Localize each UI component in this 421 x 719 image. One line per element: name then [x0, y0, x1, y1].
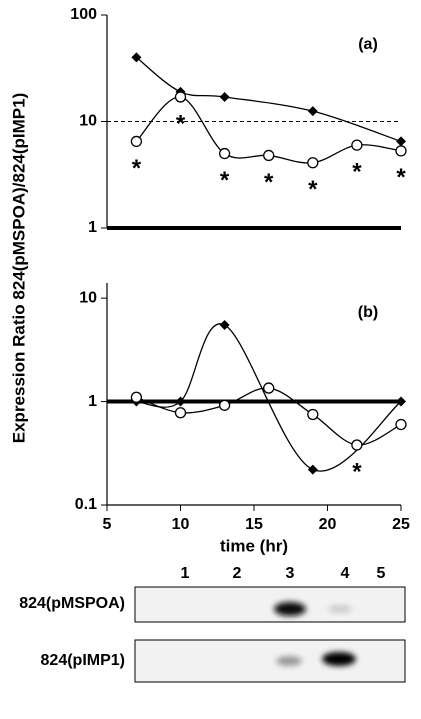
gel-band: [276, 656, 302, 666]
x-tick-label: 25: [392, 516, 410, 533]
y-tick-label: 1: [88, 393, 97, 410]
x-tick-label: 20: [319, 516, 337, 533]
y-tick-label: 10: [79, 113, 97, 130]
x-axis-label: time (hr): [220, 536, 288, 555]
marker-circle: [395, 418, 407, 431]
series-line: [136, 323, 402, 472]
y-tick-label: 1: [88, 219, 97, 236]
marker-diamond: [396, 136, 406, 147]
gel-row-box: [134, 639, 406, 683]
significance-mark: *: [308, 176, 318, 203]
significance-mark: *: [220, 167, 230, 194]
lane-label: 4: [341, 565, 350, 582]
marker-circle: [307, 157, 319, 169]
x-tick-label: 15: [245, 516, 263, 533]
significance-mark: *: [396, 164, 406, 191]
significance-mark: *: [176, 110, 186, 137]
marker-circle: [218, 399, 231, 411]
marker-diamond: [175, 396, 186, 407]
marker-circle: [218, 147, 231, 160]
lane-label: 2: [233, 565, 242, 582]
significance-mark: *: [264, 169, 274, 196]
marker-diamond: [219, 91, 230, 102]
series-line: [136, 387, 402, 446]
marker-circle: [130, 391, 143, 403]
lane-label: 1: [181, 565, 190, 582]
marker-circle: [395, 145, 407, 157]
gel-band: [322, 652, 356, 666]
significance-mark: *: [132, 155, 142, 182]
marker-circle: [351, 439, 363, 451]
significance-mark: *: [352, 158, 362, 185]
x-tick-label: 10: [172, 516, 190, 533]
marker-diamond: [396, 396, 406, 407]
row-label: 824(pIMP1): [41, 652, 125, 669]
y-tick-label: 10: [79, 289, 97, 306]
gel-band: [274, 602, 306, 616]
marker-diamond: [131, 52, 142, 63]
x-tick-label: 5: [103, 516, 112, 533]
marker-diamond: [219, 319, 230, 330]
marker-diamond: [307, 464, 318, 475]
marker-circle: [130, 135, 143, 148]
series-line: [135, 56, 402, 143]
marker-circle: [174, 407, 187, 419]
row-label: 824(pMSPOA): [19, 595, 125, 612]
marker-circle: [263, 149, 275, 162]
marker-circle: [263, 382, 275, 394]
panel-label: (b): [358, 304, 378, 321]
lane-label: 3: [286, 565, 295, 582]
panel-label: (a): [358, 36, 378, 53]
marker-circle: [307, 408, 319, 421]
significance-mark: *: [352, 458, 362, 485]
y-tick-label: 0.1: [75, 496, 97, 513]
lane-label: 5: [377, 565, 386, 582]
y-axis-label: Expression Ratio 824(pMSPOA)/824(pIMP1): [9, 93, 28, 443]
marker-circle: [351, 139, 363, 151]
y-tick-label: 100: [70, 6, 97, 23]
gel-band: [328, 605, 352, 613]
marker-diamond: [307, 106, 318, 117]
marker-circle: [174, 91, 187, 103]
gel-row-box: [134, 586, 406, 623]
